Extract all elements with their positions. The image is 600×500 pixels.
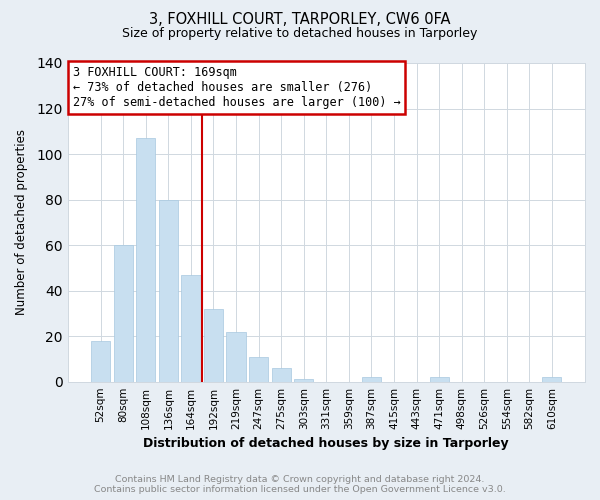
Bar <box>181 274 200 382</box>
Text: 3, FOXHILL COURT, TARPORLEY, CW6 0FA: 3, FOXHILL COURT, TARPORLEY, CW6 0FA <box>149 12 451 28</box>
Bar <box>542 377 562 382</box>
Bar <box>113 245 133 382</box>
Bar <box>136 138 155 382</box>
Text: 3 FOXHILL COURT: 169sqm
← 73% of detached houses are smaller (276)
27% of semi-d: 3 FOXHILL COURT: 169sqm ← 73% of detache… <box>73 66 400 109</box>
Bar <box>294 380 313 382</box>
X-axis label: Distribution of detached houses by size in Tarporley: Distribution of detached houses by size … <box>143 437 509 450</box>
Bar <box>159 200 178 382</box>
Bar <box>91 340 110 382</box>
Bar <box>204 309 223 382</box>
Text: Size of property relative to detached houses in Tarporley: Size of property relative to detached ho… <box>122 28 478 40</box>
Bar <box>249 356 268 382</box>
Bar <box>362 377 381 382</box>
Bar <box>226 332 245 382</box>
Bar <box>430 377 449 382</box>
Text: Contains HM Land Registry data © Crown copyright and database right 2024.
Contai: Contains HM Land Registry data © Crown c… <box>94 474 506 494</box>
Bar <box>272 368 291 382</box>
Y-axis label: Number of detached properties: Number of detached properties <box>15 130 28 316</box>
